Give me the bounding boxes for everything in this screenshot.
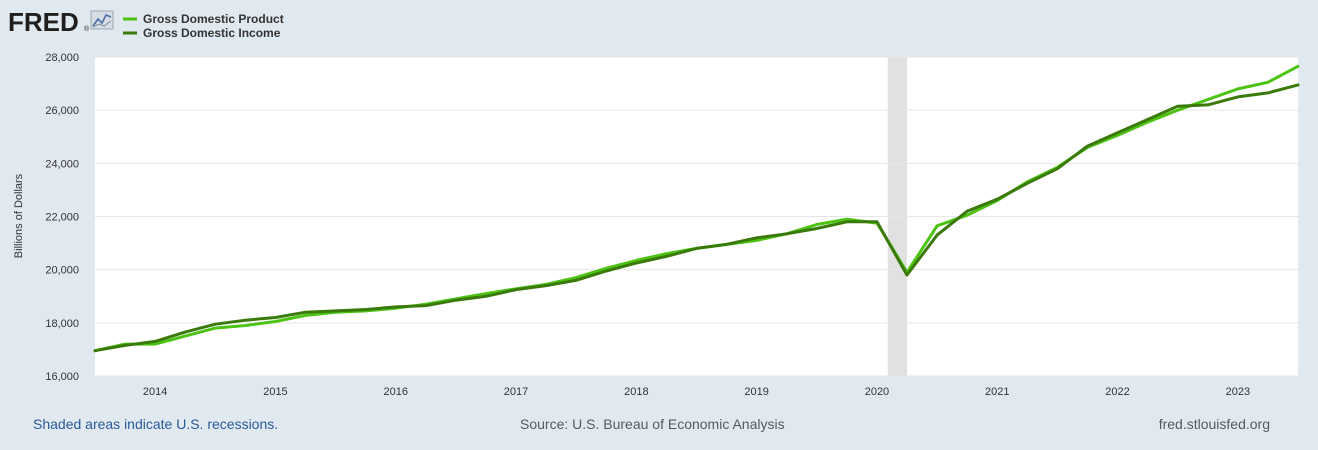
x-tick-label: 2016: [384, 386, 408, 398]
y-tick-label: 26,000: [45, 105, 79, 117]
fred-logo[interactable]: FRED: [8, 7, 79, 37]
series-line-gdi: [93, 83, 1300, 353]
source-text: Source: U.S. Bureau of Economic Analysis: [520, 416, 785, 432]
x-tick-label: 2014: [143, 386, 167, 398]
y-tick-label: 16,000: [45, 371, 79, 383]
site-link[interactable]: fred.stlouisfed.org: [1158, 416, 1270, 432]
recession-note: Shaded areas indicate U.S. recessions.: [33, 416, 279, 432]
y-tick-label: 24,000: [45, 158, 79, 170]
y-tick-label: 28,000: [45, 52, 79, 64]
x-tick-label: 2023: [1226, 386, 1250, 398]
y-tick-label: 18,000: [45, 318, 79, 330]
y-axis-label: Billions of Dollars: [13, 173, 25, 258]
x-tick-label: 2022: [1105, 386, 1129, 398]
x-tick-label: 2017: [504, 386, 528, 398]
x-tick-label: 2020: [865, 386, 889, 398]
y-tick-label: 20,000: [45, 265, 79, 277]
x-tick-label: 2021: [985, 386, 1009, 398]
x-tick-label: 2019: [744, 386, 768, 398]
fred-trademark: ®: [84, 25, 90, 33]
legend-label: Gross Domestic Product: [143, 12, 284, 26]
chart-logo-icon: [90, 10, 114, 30]
y-tick-label: 22,000: [45, 212, 79, 224]
x-tick-label: 2015: [263, 386, 287, 398]
legend-label: Gross Domestic Income: [143, 26, 281, 40]
x-tick-label: 2018: [624, 386, 648, 398]
